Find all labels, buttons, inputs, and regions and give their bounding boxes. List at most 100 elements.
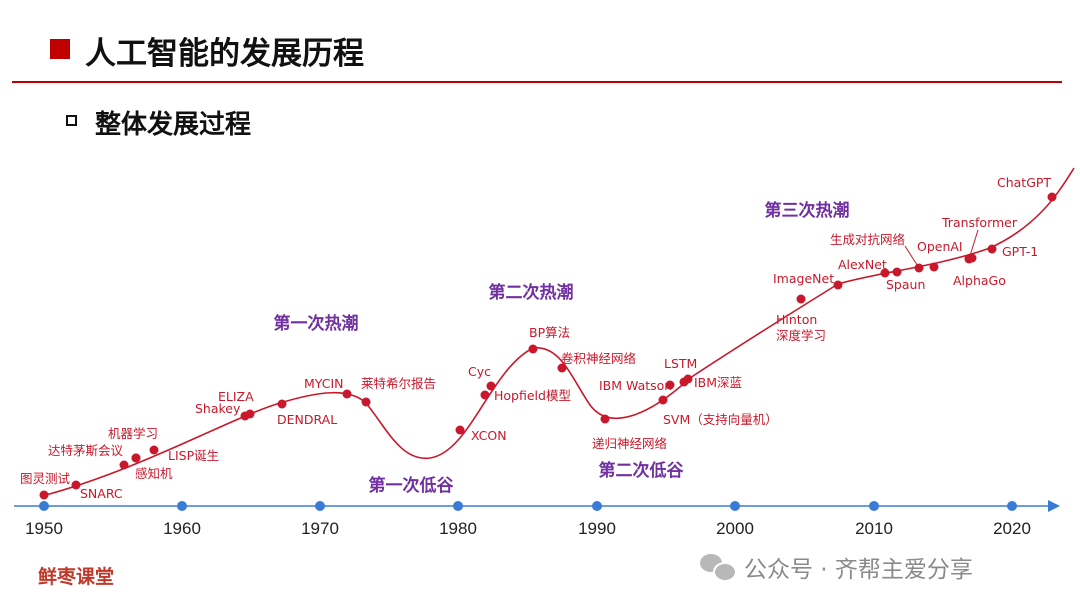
title-marker-square xyxy=(50,39,70,59)
milestone-label: Transformer xyxy=(941,215,1018,230)
milestone-label: MYCIN xyxy=(304,376,344,391)
milestone-dot xyxy=(71,480,81,490)
milestone-label: DENDRAL xyxy=(277,412,337,427)
milestone: 莱特希尔报告 xyxy=(361,376,436,407)
phase-label: 第一次低谷 xyxy=(369,475,455,496)
milestone-label: AlphaGo xyxy=(953,273,1006,288)
milestone: Cyc xyxy=(468,364,496,391)
title-divider xyxy=(12,81,1062,83)
footer-brand: 鲜枣课堂 xyxy=(38,566,115,588)
year-label: 1980 xyxy=(439,519,477,538)
milestone-label: ELIZA xyxy=(218,389,254,404)
milestone-dot xyxy=(929,262,939,272)
milestone: BP算法 xyxy=(528,325,570,354)
milestone-dot xyxy=(131,453,141,463)
milestone-dot xyxy=(39,490,49,500)
wechat-icon xyxy=(700,552,737,582)
milestone-dot xyxy=(796,294,806,304)
milestone: 图灵测试 xyxy=(20,471,71,500)
milestone: Hopfield模型 xyxy=(480,388,571,403)
section-subtitle: 整体发展过程 xyxy=(95,110,252,140)
milestone-label: XCON xyxy=(471,428,507,443)
milestone-dot xyxy=(342,389,352,399)
milestone-label: 莱特希尔报告 xyxy=(361,376,436,391)
year-label: 1950 xyxy=(25,519,63,538)
milestone-label: AlexNet xyxy=(838,257,887,272)
milestone-dot xyxy=(486,381,496,391)
milestone-label: GPT-1 xyxy=(1002,244,1038,259)
milestone-label: LSTM xyxy=(664,356,697,371)
subtitle-bullet-box xyxy=(66,115,77,126)
year-label: 2000 xyxy=(716,519,754,538)
development-curve xyxy=(41,167,1075,497)
milestone: 卷积神经网络 xyxy=(557,351,637,373)
milestone: 递归神经网络 xyxy=(592,414,668,451)
milestone: GPT-1 xyxy=(987,244,1038,259)
year-tick xyxy=(39,501,49,511)
milestone: SVM（支持向量机） xyxy=(658,395,778,427)
milestone-dot xyxy=(665,380,675,390)
milestone: AlexNet xyxy=(838,257,890,278)
milestone: LISP诞生 xyxy=(149,445,219,463)
year-tick xyxy=(177,501,187,511)
year-tick xyxy=(730,501,740,511)
milestone: IBM Watson xyxy=(599,378,675,393)
milestone-label: 感知机 xyxy=(135,466,173,481)
milestone-label: ImageNet xyxy=(773,271,834,286)
milestone-dot xyxy=(119,460,129,470)
milestone-label: ChatGPT xyxy=(997,175,1051,190)
milestone-dot xyxy=(480,390,490,400)
year-tick xyxy=(1007,501,1017,511)
milestone: OpenAI xyxy=(917,239,963,272)
milestone: XCON xyxy=(455,425,507,443)
milestone-dot xyxy=(455,425,465,435)
milestone-dot xyxy=(361,397,371,407)
milestone: IBM深蓝 xyxy=(683,374,742,390)
phase-label: 第一次热潮 xyxy=(274,313,359,334)
milestone: ChatGPT xyxy=(997,175,1057,202)
milestone-label: BP算法 xyxy=(529,325,570,340)
milestone: 感知机 xyxy=(131,453,173,481)
milestone-dot xyxy=(833,280,843,290)
milestone-label: Hinton 深度学习 xyxy=(776,312,826,343)
milestone: ImageNet xyxy=(773,271,843,290)
milestone-dot xyxy=(557,363,567,373)
milestone-dot xyxy=(683,374,693,384)
page-title: 人工智能的发展历程 xyxy=(85,36,364,72)
milestone: DENDRAL xyxy=(277,399,337,427)
milestone-label: 卷积神经网络 xyxy=(561,351,637,366)
year-tick xyxy=(315,501,325,511)
milestone-dot xyxy=(1047,192,1057,202)
milestone: AlphaGo xyxy=(953,253,1006,288)
milestone: SNARC xyxy=(71,480,123,501)
timeline-axis: 1950 1960 1970 1980 1990 2000 2010 2020 xyxy=(14,500,1060,538)
milestone-dot xyxy=(600,414,610,424)
leader-line xyxy=(968,229,979,260)
footer-watermark-text: 公众号 · 齐帮主爱分享 xyxy=(744,557,973,583)
milestone: Spaun xyxy=(886,267,925,292)
milestone-label: SNARC xyxy=(80,486,123,501)
milestone: Shakey xyxy=(195,401,250,421)
milestone: ELIZA xyxy=(218,389,255,419)
milestone-label: IBM深蓝 xyxy=(694,375,742,390)
milestone-dot xyxy=(528,344,538,354)
milestone-label: OpenAI xyxy=(917,239,963,254)
year-tick xyxy=(453,501,463,511)
milestone-label: 递归神经网络 xyxy=(592,436,668,451)
milestone-dot xyxy=(245,409,255,419)
milestone-label: SVM（支持向量机） xyxy=(663,412,778,427)
milestone: 达特茅斯会议 xyxy=(48,443,129,470)
milestone-dot xyxy=(987,244,997,254)
milestone: Hinton 深度学习 xyxy=(776,294,826,343)
year-label: 2010 xyxy=(855,519,893,538)
phase-label: 第二次低谷 xyxy=(599,460,685,481)
milestone-label: 图灵测试 xyxy=(20,471,71,486)
milestone-dot xyxy=(880,268,890,278)
milestone-dot xyxy=(149,445,159,455)
milestone-label: Hopfield模型 xyxy=(494,388,571,403)
milestone-label: Shakey xyxy=(195,401,241,416)
year-label: 1970 xyxy=(301,519,339,538)
